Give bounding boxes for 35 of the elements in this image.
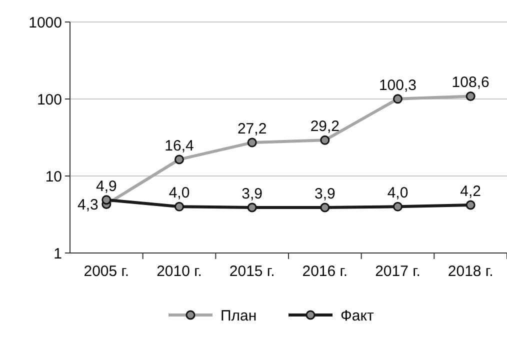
y-tick-label: 1 (54, 245, 62, 262)
x-tick-label: 2015 г. (229, 263, 275, 280)
data-label: 4,3 (78, 196, 98, 214)
x-tick-label: 2005 г. (84, 263, 130, 280)
point (102, 195, 112, 205)
y-tick-label: 1000 (28, 14, 62, 32)
data-label: 3,9 (314, 185, 336, 202)
point (247, 138, 257, 148)
x-tick-label: 2018 г. (448, 263, 494, 280)
data-label: 4,0 (387, 184, 408, 202)
data-label: 27,2 (237, 120, 267, 138)
data-label: 29,2 (310, 118, 340, 136)
data-label: 3,9 (242, 185, 263, 202)
point (466, 200, 476, 210)
data-label: 16,4 (164, 137, 194, 154)
data-label: 4,9 (96, 178, 117, 195)
x-tick-label: 2016 г. (302, 263, 348, 280)
x-tick-label: 2010 г. (156, 263, 202, 280)
x-tick-label: 2017 г. (375, 263, 420, 280)
data-label: 108,6 (452, 74, 490, 92)
data-label: 100,3 (378, 76, 417, 94)
point (320, 135, 330, 145)
point (393, 94, 402, 104)
legend-label: Факт (340, 307, 374, 324)
point (174, 154, 184, 164)
legend-label: План (220, 307, 257, 324)
point (320, 202, 330, 212)
point (466, 91, 476, 101)
point (393, 202, 402, 212)
data-label: 4,2 (460, 183, 482, 200)
y-tick-label: 100 (36, 91, 62, 108)
y-tick-label: 10 (45, 168, 62, 186)
point (247, 202, 257, 212)
point (174, 202, 184, 212)
data-label: 4,0 (168, 184, 190, 202)
